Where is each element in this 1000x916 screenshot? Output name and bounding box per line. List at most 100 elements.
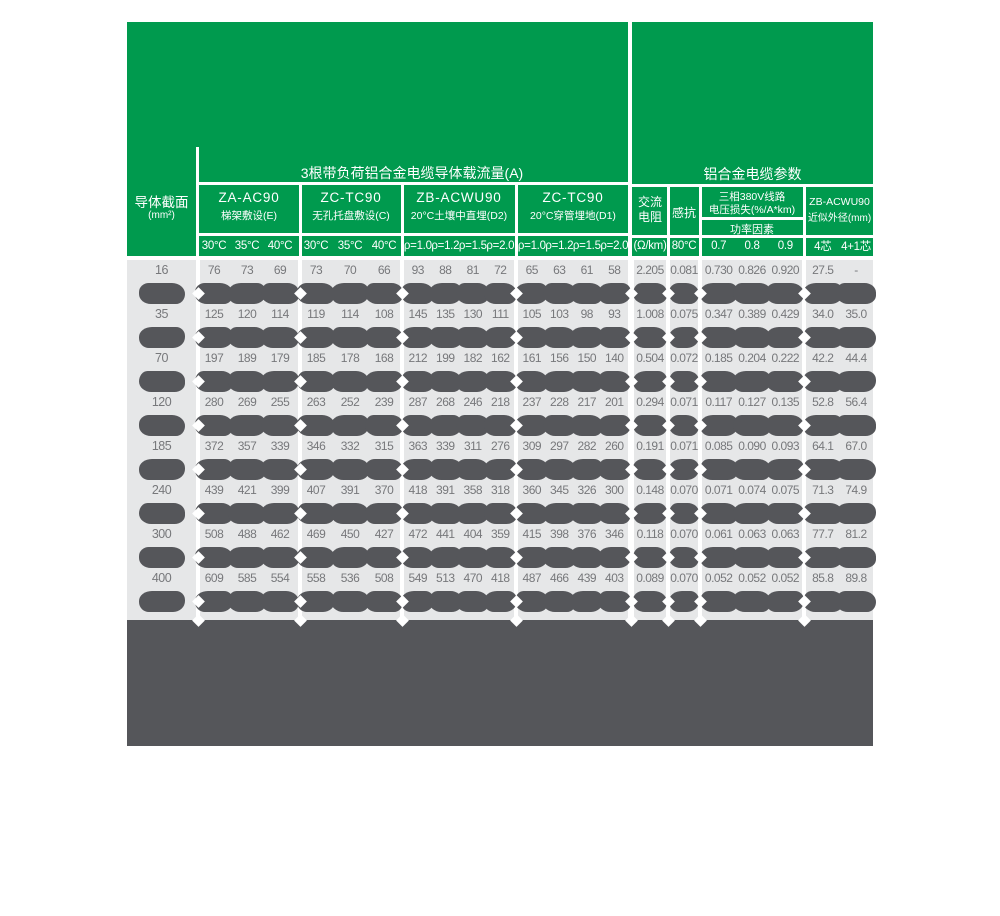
value-cell: 359	[491, 527, 510, 541]
redaction-blob	[836, 590, 876, 612]
redaction-blob	[365, 370, 403, 392]
redaction-blob	[261, 414, 299, 436]
value-cell: 199	[436, 351, 455, 365]
redaction-blob	[456, 370, 490, 392]
value-cell: 487	[522, 571, 542, 585]
value-cell: 105	[522, 307, 542, 321]
value-cell: 363	[408, 439, 428, 453]
redaction-blob	[699, 326, 738, 348]
value-cell: 260	[605, 439, 624, 453]
value-cell: 0.191	[636, 439, 664, 453]
redaction-blob	[365, 590, 403, 612]
value-cell: 508	[204, 527, 224, 541]
value-cell: 269	[237, 395, 257, 409]
value-cell: 150	[577, 351, 597, 365]
redaction-blob	[456, 326, 490, 348]
divider	[666, 187, 670, 256]
subheader-label: 30°C	[201, 240, 227, 252]
redaction-blob	[802, 414, 843, 436]
value-cell: 182	[463, 351, 483, 365]
value-cell: 282	[577, 439, 597, 453]
value-cell: 0.075	[771, 483, 800, 497]
redaction-blob	[228, 502, 266, 524]
value-cell: -	[854, 263, 858, 277]
value-cell: 93	[411, 263, 425, 277]
value-cell: 56.4	[845, 395, 867, 409]
value-cell: 315	[374, 439, 394, 453]
conductor-size-cell: 185	[151, 439, 172, 453]
ac-resistance-header: 交流电阻	[637, 195, 662, 224]
redaction-blob	[401, 590, 435, 612]
redaction-blob	[542, 502, 576, 524]
group4-name: ZC-TC90	[542, 190, 604, 205]
value-cell: 2.205	[636, 263, 664, 277]
value-cell: 140	[605, 351, 624, 365]
redaction-blob	[456, 282, 490, 304]
value-cell: 360	[522, 483, 542, 497]
redaction-blob	[669, 326, 699, 348]
value-cell: 0.294	[636, 395, 664, 409]
subheader-label: (Ω/km)	[633, 240, 667, 252]
footer-band	[127, 620, 873, 746]
value-cell: 64.1	[812, 439, 834, 453]
value-cell: 88	[439, 263, 452, 277]
divider	[298, 185, 302, 256]
value-cell: 345	[550, 483, 569, 497]
value-cell: 346	[306, 439, 326, 453]
redaction-blob	[483, 282, 517, 304]
subheader-label: 35°C	[337, 240, 363, 252]
redaction-blob	[542, 590, 576, 612]
subheader-label: 0.7	[711, 240, 727, 252]
value-cell: 63	[553, 263, 566, 277]
redaction-blob	[261, 282, 299, 304]
value-cell: 74.9	[845, 483, 867, 497]
redaction-blob	[261, 502, 299, 524]
value-cell: 189	[237, 351, 257, 365]
conductor-size-cell: 16	[155, 263, 168, 277]
redaction-blob	[570, 502, 604, 524]
value-cell: 309	[522, 439, 542, 453]
redaction-blob	[699, 502, 738, 524]
value-cell: 513	[436, 571, 455, 585]
redaction-blob	[802, 546, 843, 568]
value-cell: 0.222	[771, 351, 800, 365]
subheader-label: 80°C	[671, 240, 697, 252]
value-cell: 162	[491, 351, 510, 365]
value-cell: 357	[237, 439, 257, 453]
group1-name: ZA-AC90	[218, 190, 280, 205]
conductor-header: 导体截面	[134, 195, 189, 210]
subheader-label: ρ=2.0	[600, 240, 629, 252]
redaction-blob	[633, 414, 667, 436]
redaction-blob	[138, 414, 185, 436]
redaction-blob	[766, 370, 805, 392]
value-cell: 27.5	[812, 263, 834, 277]
redaction-blob	[297, 326, 335, 348]
value-cell: 398	[550, 527, 569, 541]
redaction-blob	[542, 282, 576, 304]
value-cell: 145	[408, 307, 428, 321]
value-cell: 0.061	[704, 527, 733, 541]
value-cell: 0.117	[705, 395, 733, 409]
redaction-blob	[228, 370, 266, 392]
reactance-header: 感抗	[671, 206, 696, 220]
redaction-blob	[570, 326, 604, 348]
value-cell: 237	[522, 395, 542, 409]
value-cell: 58	[608, 263, 621, 277]
redaction-blob	[483, 414, 517, 436]
redaction-blob	[597, 282, 631, 304]
value-cell: 0.389	[738, 307, 766, 321]
redaction-blob	[261, 370, 299, 392]
value-cell: 42.2	[812, 351, 834, 365]
redaction-blob	[836, 502, 876, 524]
value-cell: 156	[550, 351, 569, 365]
value-cell: 69	[273, 263, 287, 277]
group2-name: ZC-TC90	[320, 190, 382, 205]
redaction-blob	[802, 502, 843, 524]
value-cell: 120	[237, 307, 257, 321]
subheader-label: 4芯	[814, 241, 832, 253]
gap-diamond	[293, 613, 307, 627]
redaction-blob	[570, 414, 604, 436]
redaction-blob	[597, 370, 631, 392]
value-cell: 0.052	[704, 571, 733, 585]
value-cell: 34.0	[812, 307, 834, 321]
